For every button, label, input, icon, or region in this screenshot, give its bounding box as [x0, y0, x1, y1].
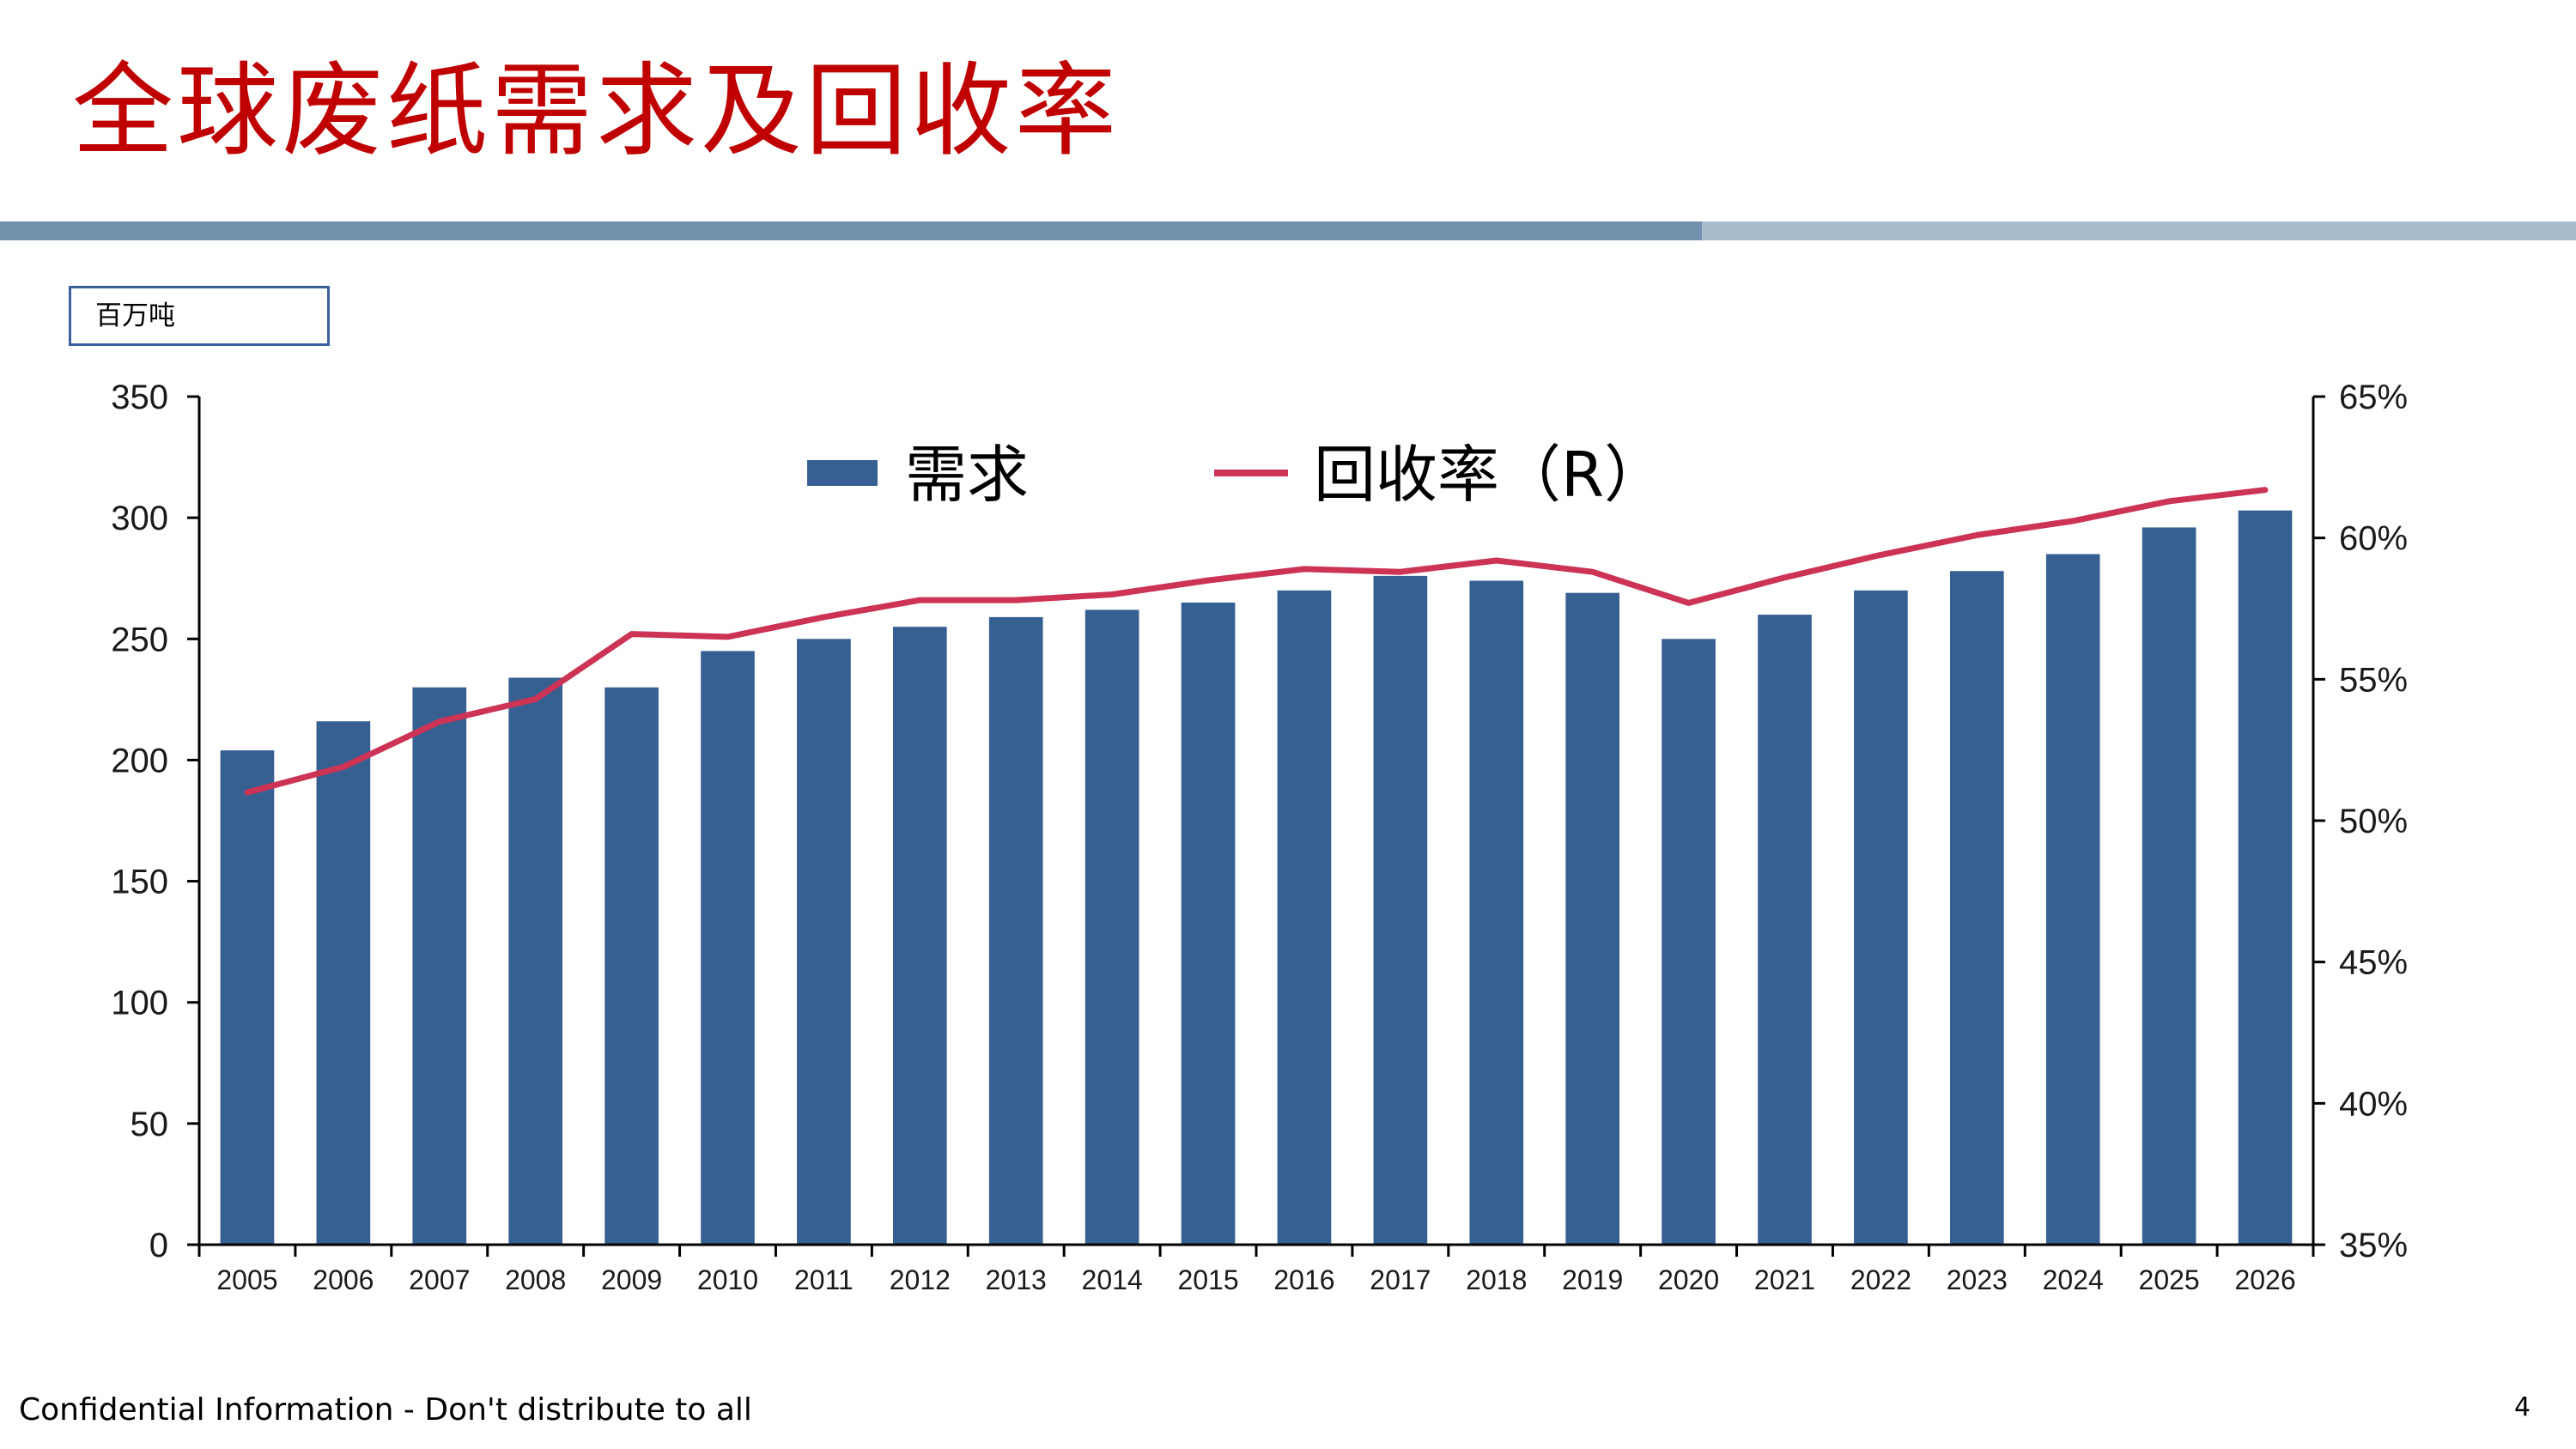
- bar-2006: [316, 721, 371, 1245]
- x-tick-label-2014: 2014: [1082, 1264, 1143, 1295]
- x-tick-label-2017: 2017: [1370, 1264, 1431, 1295]
- bar-2007: [412, 687, 467, 1245]
- legend-bar-label: 需求: [905, 439, 1029, 511]
- bar-2008: [508, 677, 563, 1245]
- y-right-tick-label: 55%: [2339, 661, 2408, 699]
- y-right-tick-label: 45%: [2339, 944, 2408, 982]
- bar-2026: [2238, 510, 2293, 1245]
- y-left-tick-label: 350: [111, 379, 168, 416]
- bar-2023: [1949, 571, 2004, 1245]
- bar-2018: [1469, 580, 1524, 1245]
- page-number: 4: [2514, 1392, 2531, 1422]
- y-right-tick-label: 50%: [2339, 803, 2408, 840]
- chart-axes: 0 50 100 150 200 250 300 350 35% 40% 45% 50% 55% 60% 6…: [111, 379, 2408, 1295]
- y-right-tick-label: 35%: [2339, 1227, 2408, 1264]
- x-tick-label-2015: 2015: [1177, 1264, 1238, 1295]
- slide-title: 全球废纸需求及回收率: [72, 52, 1121, 170]
- x-tick-label-2026: 2026: [2234, 1264, 2295, 1295]
- legend-bar-swatch: [807, 460, 878, 486]
- legend-line-label: 回收率（R）: [1314, 439, 1666, 511]
- x-tick-label-2020: 2020: [1658, 1264, 1719, 1295]
- bar-2012: [892, 627, 947, 1245]
- bar-2009: [605, 687, 659, 1245]
- x-tick-label-2011: 2011: [794, 1264, 854, 1295]
- footer-confidential: Confidential Information - Don't distrib…: [19, 1392, 752, 1428]
- bar-series-demand: [220, 510, 2293, 1245]
- bar-2019: [1565, 592, 1620, 1245]
- bar-2016: [1277, 590, 1332, 1245]
- x-tick-label-2018: 2018: [1466, 1264, 1527, 1295]
- y-left-tick-label: 200: [111, 742, 168, 779]
- bar-2020: [1662, 639, 1716, 1245]
- line-series-recovery-rate: [244, 487, 2269, 796]
- bar-2024: [2045, 554, 2100, 1245]
- y-left-tick-label: 250: [111, 621, 168, 658]
- x-tick-label-2022: 2022: [1850, 1264, 1911, 1295]
- x-tick-label-2024: 2024: [2043, 1264, 2104, 1295]
- y-left-tick-label: 0: [149, 1227, 168, 1264]
- x-tick-label-2019: 2019: [1562, 1264, 1623, 1295]
- title-underline-dark: [0, 221, 1702, 240]
- bar-2022: [1854, 590, 1908, 1245]
- y-right-tick-label: 65%: [2339, 379, 2408, 416]
- x-tick-label-2021: 2021: [1754, 1264, 1815, 1295]
- x-tick-label-2007: 2007: [409, 1264, 470, 1295]
- y-left-tick-label: 300: [111, 500, 168, 537]
- bar-2005: [220, 750, 275, 1245]
- bar-2014: [1084, 609, 1139, 1245]
- bar-2025: [2142, 527, 2196, 1245]
- bar-2011: [797, 639, 851, 1245]
- y-right-tick-label: 40%: [2339, 1085, 2408, 1123]
- x-tick-label-2013: 2013: [986, 1264, 1047, 1295]
- y-left-tick-label: 50: [131, 1106, 169, 1143]
- x-tick-label-2010: 2010: [697, 1264, 758, 1295]
- x-tick-label-2016: 2016: [1273, 1264, 1334, 1295]
- y-left-tick-label: 150: [111, 864, 168, 901]
- bar-2010: [701, 651, 755, 1245]
- y-left-tick-label: 100: [111, 985, 168, 1022]
- recovery-rate-line: [244, 487, 2269, 796]
- y-right-tick-label: 60%: [2339, 520, 2408, 558]
- x-tick-label-2025: 2025: [2139, 1264, 2200, 1295]
- x-tick-label-2005: 2005: [216, 1264, 277, 1295]
- unit-label-box: 百万吨: [69, 286, 330, 346]
- title-underline-light: [1702, 221, 2576, 240]
- x-tick-label-2023: 2023: [1947, 1264, 2008, 1295]
- x-tick-label-2008: 2008: [505, 1264, 566, 1295]
- combo-chart: 0 50 100 150 200 250 300 350 35% 40% 45% 50% 55% 60% 6…: [111, 379, 2408, 1295]
- bar-2021: [1758, 615, 1812, 1245]
- bar-2013: [988, 616, 1043, 1245]
- x-tick-label-2009: 2009: [601, 1264, 662, 1295]
- x-tick-label-2012: 2012: [890, 1264, 951, 1295]
- bar-2015: [1181, 602, 1236, 1245]
- bar-2017: [1373, 575, 1428, 1245]
- chart-legend: 需求 回收率（R）: [807, 439, 1666, 511]
- x-tick-label-2006: 2006: [313, 1264, 374, 1295]
